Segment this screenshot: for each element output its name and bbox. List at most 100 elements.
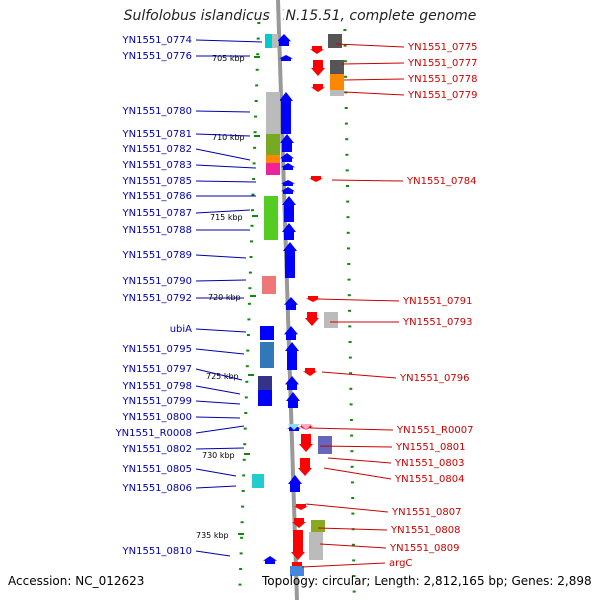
guide-tick <box>351 543 355 546</box>
left-gene-label: YN1551_0795 <box>122 344 193 355</box>
guide-tick <box>243 443 247 446</box>
leader-line <box>195 39 263 43</box>
forward-gene-arrow <box>280 153 294 162</box>
guide-tick <box>343 60 347 63</box>
leader-line <box>341 62 405 65</box>
right-gene-label: YN1551_R0007 <box>396 425 473 436</box>
guide-tick <box>352 575 356 577</box>
gene-box <box>266 134 280 156</box>
forward-gene-arrow <box>279 55 293 61</box>
guide-tick <box>352 559 356 562</box>
left-gene-label: YN1551_0800 <box>122 412 193 423</box>
left-gene-label: YN1551_0774 <box>122 35 193 46</box>
guide-tick <box>351 497 355 499</box>
kbp-tick-mark <box>252 215 258 217</box>
leader-line <box>343 78 405 81</box>
gene-box <box>318 436 332 454</box>
gene-box <box>266 92 280 134</box>
guide-tick <box>244 412 248 414</box>
leader-line <box>195 416 241 419</box>
guide-tick <box>243 427 247 430</box>
leader-line <box>195 110 251 113</box>
left-gene-label: YN1551_0783 <box>122 160 193 171</box>
guide-tick <box>345 138 349 141</box>
reverse-gene-arrow <box>310 46 324 54</box>
forward-gene-arrow <box>288 475 302 492</box>
right-gene-label: YN1551_0793 <box>402 317 473 328</box>
guide-tick <box>246 349 250 352</box>
forward-gene-arrow <box>286 392 300 408</box>
leader-line <box>343 91 405 96</box>
leader-line <box>195 279 247 282</box>
forward-gene-arrow <box>281 180 295 186</box>
left-gene-label: YN1551_0798 <box>122 381 193 392</box>
gene-box <box>258 376 272 390</box>
leader-line <box>195 254 247 259</box>
leader-line <box>195 328 247 333</box>
forward-gene-arrow <box>282 196 296 222</box>
guide-tick <box>249 256 253 258</box>
right-gene-label: argC <box>389 558 412 569</box>
leader-line <box>317 298 400 302</box>
accession-text: Accession: NC_012623 <box>8 574 145 588</box>
guide-tick <box>347 263 351 265</box>
guide-tick <box>250 224 254 227</box>
guide-tick <box>347 247 350 250</box>
rna-gene-arrow <box>300 424 312 430</box>
leader-line <box>195 133 251 137</box>
guide-tick <box>255 68 259 71</box>
guide-tick <box>252 162 256 165</box>
guide-tick <box>256 37 260 40</box>
kbp-tick-mark <box>254 56 260 58</box>
reverse-gene-arrow <box>291 530 305 560</box>
guide-tick <box>244 396 248 399</box>
left-gene-label: YN1551_0805 <box>122 464 193 475</box>
gene-box <box>266 155 280 163</box>
right-gene-label: YN1551_0801 <box>395 442 466 453</box>
forward-gene-arrow <box>280 134 294 152</box>
gene-box <box>330 90 344 96</box>
reverse-gene-arrow <box>309 176 323 182</box>
leader-line <box>321 371 397 379</box>
forward-gene-arrow <box>279 92 293 134</box>
leader-line <box>195 400 241 405</box>
backbone <box>273 0 302 600</box>
gene-box <box>252 474 264 488</box>
kbp-tick-mark <box>238 533 244 535</box>
gene-box <box>260 326 274 340</box>
reverse-gene-arrow <box>294 504 308 510</box>
gene-box <box>330 60 344 74</box>
guide-tick <box>348 356 352 359</box>
gene-box <box>265 34 273 48</box>
right-gene-label: YN1551_0796 <box>399 373 470 384</box>
guide-tick <box>256 53 260 56</box>
guide-tick <box>344 122 348 125</box>
gene-box <box>260 342 274 368</box>
guide-tick <box>240 521 244 524</box>
guide-tick <box>248 287 252 290</box>
guide-tick <box>245 380 249 383</box>
left-gene-label: YN1551_0799 <box>122 396 193 407</box>
leader-line <box>319 543 387 549</box>
kbp-tick-mark <box>254 135 260 137</box>
guide-tick <box>346 200 350 203</box>
forward-gene-arrow <box>277 34 291 46</box>
gene-box <box>264 196 278 240</box>
guide-tick <box>239 552 243 555</box>
map-title: Sulfolobus islandicus Y.N.15.51, complet… <box>123 8 477 24</box>
kbp-tick-label: 705 kbp <box>212 54 245 63</box>
right-gene-label: YN1551_0775 <box>407 42 478 53</box>
guide-tick <box>351 512 355 515</box>
kbp-tick-label: 725 kbp <box>206 372 239 381</box>
guide-tick <box>347 294 351 297</box>
guide-tick <box>255 84 259 87</box>
kbp-tick-label: 710 kbp <box>212 133 245 142</box>
guide-tick <box>250 240 253 243</box>
leader-line <box>305 503 389 513</box>
kbp-tick-mark <box>244 453 250 455</box>
leader-line <box>195 385 241 395</box>
guide-tick <box>349 387 353 390</box>
kbp-tick-mark <box>248 374 254 376</box>
